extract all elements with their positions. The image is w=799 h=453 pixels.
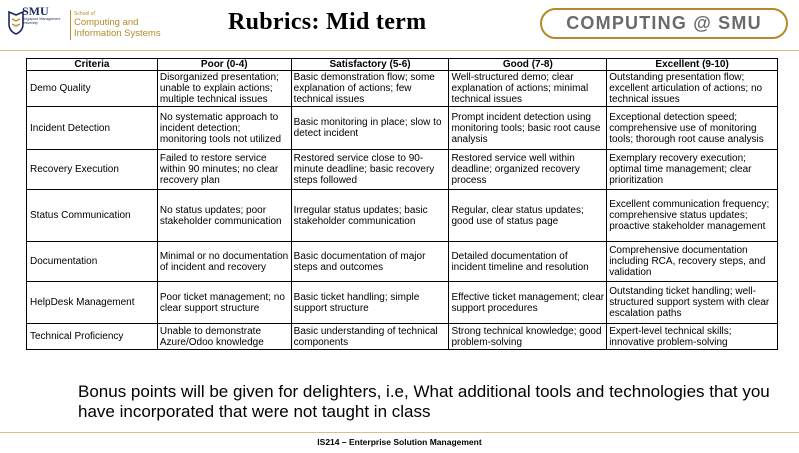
logo-separator (70, 10, 71, 40)
excellent-cell: Outstanding ticket handling; well-struct… (606, 281, 778, 324)
school-name-line2: Information Systems (74, 27, 161, 39)
satisfactory-cell: Basic monitoring in place; slow to detec… (290, 106, 450, 150)
table-row: Documentation Minimal or no documentatio… (26, 241, 778, 282)
criteria-cell: Technical Proficiency (26, 323, 158, 350)
criteria-cell: Incident Detection (26, 106, 158, 150)
poor-cell: Disorganized presentation; unable to exp… (156, 70, 292, 107)
good-cell: Well-structured demo; clear explanation … (448, 70, 608, 107)
satisfactory-cell: Basic ticket handling; simple support st… (290, 281, 450, 324)
computing-badge: COMPUTING @ SMU (540, 8, 788, 39)
criteria-cell: Demo Quality (26, 70, 158, 107)
excellent-cell: Exceptional detection speed; comprehensi… (606, 106, 778, 150)
excellent-cell: Exemplary recovery execution; optimal ti… (606, 149, 778, 190)
satisfactory-cell: Restored service close to 90-minute dead… (290, 149, 450, 190)
satisfactory-cell: Basic understanding of technical compone… (290, 323, 450, 350)
good-cell: Prompt incident detection using monitori… (448, 106, 608, 150)
slide-header: SMU Singapore Management University Scho… (0, 0, 799, 50)
good-cell: Regular, clear status updates; good use … (448, 189, 608, 242)
poor-cell: Unable to demonstrate Azure/Odoo knowled… (156, 323, 292, 350)
school-name: Computing and Information Systems (74, 17, 161, 39)
poor-cell: Poor ticket management; no clear support… (156, 281, 292, 324)
footer-divider (0, 432, 799, 433)
table-row: Technical Proficiency Unable to demonstr… (26, 323, 778, 350)
table-row: Recovery Execution Failed to restore ser… (26, 149, 778, 190)
table-row: HelpDesk Management Poor ticket manageme… (26, 281, 778, 324)
poor-cell: Failed to restore service within 90 minu… (156, 149, 292, 190)
excellent-cell: Excellent communication frequency; compr… (606, 189, 778, 242)
smu-logo (6, 8, 26, 42)
header-satisfactory: Satisfactory (5-6) (290, 58, 450, 71)
poor-cell: No status updates; poor stakeholder comm… (156, 189, 292, 242)
logo-text: SMU (22, 4, 49, 18)
header-good: Good (7-8) (448, 58, 608, 71)
poor-cell: No systematic approach to incident detec… (156, 106, 292, 150)
good-cell: Detailed documentation of incident timel… (448, 241, 608, 282)
table-row: Status Communication No status updates; … (26, 189, 778, 242)
bonus-note: Bonus points will be given for delighter… (78, 382, 770, 421)
school-name-line1: Computing and (74, 17, 139, 28)
satisfactory-cell: Irregular status updates; basic stakehol… (290, 189, 450, 242)
satisfactory-cell: Basic demonstration flow; some explanati… (290, 70, 450, 107)
criteria-cell: Recovery Execution (26, 149, 158, 190)
header-criteria: Criteria (26, 58, 158, 71)
good-cell: Restored service well within deadline; o… (448, 149, 608, 190)
criteria-cell: HelpDesk Management (26, 281, 158, 324)
good-cell: Strong technical knowledge; good problem… (448, 323, 608, 350)
header-excellent: Excellent (9-10) (606, 58, 778, 71)
poor-cell: Minimal or no documentation of incident … (156, 241, 292, 282)
excellent-cell: Comprehensive documentation including RC… (606, 241, 778, 282)
logo-university: Singapore Management University (22, 17, 61, 25)
smu-crest-icon (6, 10, 26, 36)
page-title: Rubrics: Mid term (228, 9, 427, 35)
header-poor: Poor (0-4) (156, 58, 292, 71)
table-header-row: Criteria Poor (0-4) Satisfactory (5-6) G… (26, 58, 778, 71)
footer-course: IS214 – Enterprise Solution Management (317, 437, 482, 447)
satisfactory-cell: Basic documentation of major steps and o… (290, 241, 450, 282)
criteria-cell: Status Communication (26, 189, 158, 242)
table-row: Demo Quality Disorganized presentation; … (26, 70, 778, 107)
rubric-table: Criteria Poor (0-4) Satisfactory (5-6) G… (26, 58, 778, 350)
excellent-cell: Outstanding presentation flow; excellent… (606, 70, 778, 107)
excellent-cell: Expert-level technical skills; innovativ… (606, 323, 778, 350)
criteria-cell: Documentation (26, 241, 158, 282)
school-prefix: School of (74, 11, 95, 17)
badge-label: COMPUTING @ SMU (566, 13, 762, 33)
good-cell: Effective ticket management; clear suppo… (448, 281, 608, 324)
table-row: Incident Detection No systematic approac… (26, 106, 778, 150)
header-divider (0, 50, 799, 51)
